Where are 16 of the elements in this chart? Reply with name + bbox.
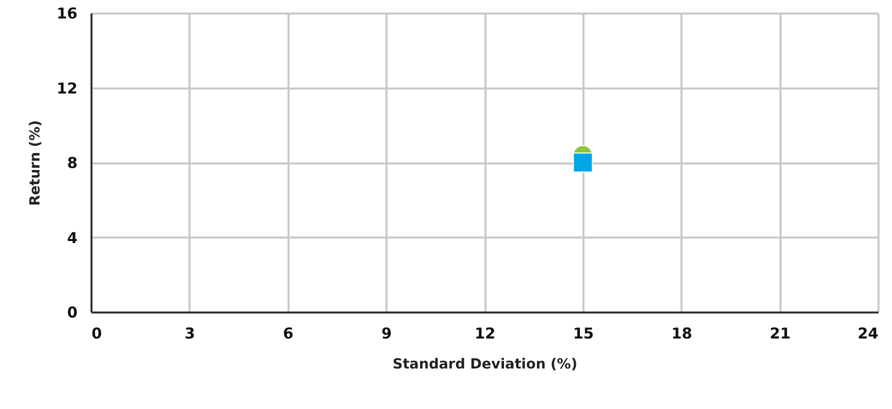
y-tick-label: 16 — [56, 4, 78, 22]
y-tick-label: 12 — [56, 79, 78, 98]
x-tick-label: 21 — [770, 324, 791, 342]
x-tick-label: 9 — [381, 324, 392, 342]
x-tick-label: 0 — [92, 324, 102, 342]
x-tick-label: 3 — [184, 324, 196, 342]
x-tick-label: 24 — [858, 324, 878, 342]
x-tick-label: 6 — [283, 324, 294, 342]
x-axis-title: Standard Deviation (%) — [392, 356, 578, 372]
y-tick-label: 4 — [67, 228, 78, 247]
y-tick-label: 0 — [67, 304, 78, 322]
x-tick-label: 18 — [671, 324, 692, 342]
x-tick-label: 12 — [474, 324, 496, 342]
y-tick-label: 8 — [67, 154, 78, 172]
x-tick-label: 15 — [572, 324, 594, 342]
y-axis-title: Return (%) — [28, 120, 44, 206]
